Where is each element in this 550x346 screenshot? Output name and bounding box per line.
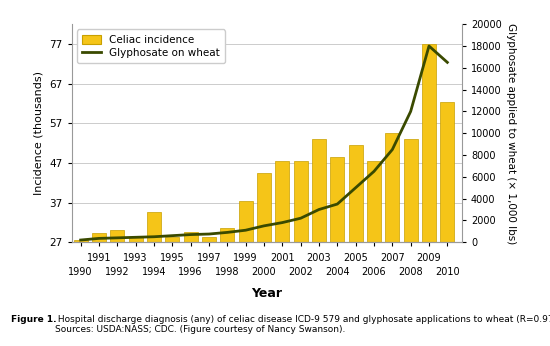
Text: 2009: 2009 xyxy=(417,253,441,263)
Bar xyxy=(276,161,289,346)
Text: 2001: 2001 xyxy=(270,253,295,263)
Bar xyxy=(386,133,399,346)
Bar xyxy=(257,173,271,346)
Text: 2000: 2000 xyxy=(252,267,276,277)
Bar xyxy=(239,201,252,346)
Text: 1997: 1997 xyxy=(197,253,221,263)
Bar xyxy=(184,232,197,346)
Text: Figure 1.: Figure 1. xyxy=(11,315,57,324)
Bar xyxy=(441,101,454,346)
Text: 2004: 2004 xyxy=(325,267,350,277)
Text: 2002: 2002 xyxy=(288,267,313,277)
Text: 1996: 1996 xyxy=(178,267,203,277)
Text: 1992: 1992 xyxy=(105,267,130,277)
Text: 2008: 2008 xyxy=(398,267,423,277)
Bar xyxy=(111,229,124,346)
Bar xyxy=(92,234,106,346)
Text: Hospital discharge diagnosis (any) of celiac disease ICD-9 579 and glyphosate ap: Hospital discharge diagnosis (any) of ce… xyxy=(55,315,550,334)
Bar xyxy=(147,212,161,346)
Bar xyxy=(294,161,307,346)
Text: 1998: 1998 xyxy=(215,267,240,277)
Y-axis label: Incidence (thousands): Incidence (thousands) xyxy=(34,71,43,195)
Text: 1990: 1990 xyxy=(68,267,93,277)
Bar xyxy=(221,228,234,346)
Text: 2010: 2010 xyxy=(435,267,460,277)
Text: 1993: 1993 xyxy=(123,253,148,263)
Y-axis label: Glyphosate applied to wheat (× 1,000 lbs): Glyphosate applied to wheat (× 1,000 lbs… xyxy=(505,22,516,244)
Legend: Celiac incidence, Glyphosate on wheat: Celiac incidence, Glyphosate on wheat xyxy=(76,29,225,63)
Text: 1999: 1999 xyxy=(233,253,258,263)
Bar xyxy=(74,240,87,346)
Bar xyxy=(312,139,326,346)
Bar xyxy=(331,157,344,346)
Bar xyxy=(367,161,381,346)
Text: 1991: 1991 xyxy=(87,253,111,263)
Bar xyxy=(202,237,216,346)
Bar xyxy=(166,237,179,346)
Bar xyxy=(404,139,417,346)
Text: 1994: 1994 xyxy=(142,267,166,277)
Text: 2003: 2003 xyxy=(307,253,331,263)
Text: 1995: 1995 xyxy=(160,253,185,263)
Text: Year: Year xyxy=(251,286,282,300)
Bar xyxy=(422,44,436,346)
Text: 2005: 2005 xyxy=(343,253,368,263)
Bar xyxy=(349,145,362,346)
Bar xyxy=(129,237,142,346)
Text: 2006: 2006 xyxy=(362,267,386,277)
Text: 2007: 2007 xyxy=(380,253,405,263)
